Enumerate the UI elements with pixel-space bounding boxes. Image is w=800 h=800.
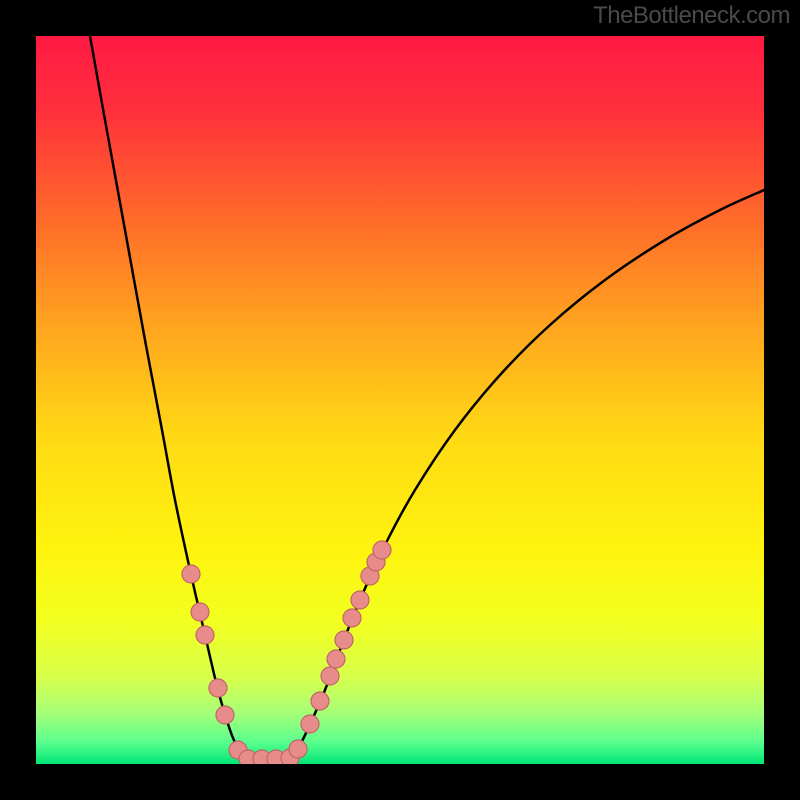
data-point-dot [311,692,329,710]
data-point-dot [327,650,345,668]
data-point-dot [209,679,227,697]
plot-background-gradient [36,36,764,764]
data-point-dot [373,541,391,559]
attribution-label: TheBottleneck.com [593,2,790,30]
data-point-dot [289,740,307,758]
data-point-dot [191,603,209,621]
data-point-dot [196,626,214,644]
data-point-dot [351,591,369,609]
data-point-dot [182,565,200,583]
data-point-dot [335,631,353,649]
data-point-dot [321,667,339,685]
data-point-dot [343,609,361,627]
data-point-dot [301,715,319,733]
data-point-dot [216,706,234,724]
chart-container: TheBottleneck.com [0,0,800,800]
bottleneck-curve-chart [0,0,800,800]
